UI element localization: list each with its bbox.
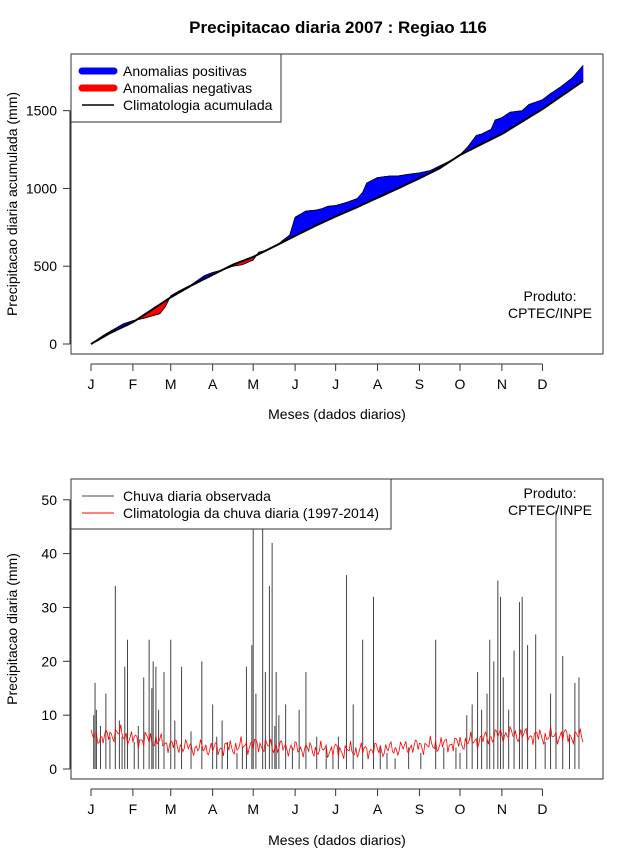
x-tick-label: M <box>165 801 177 817</box>
y-tick-label: 50 <box>41 492 57 508</box>
x-axis-label: Meses (dados diarios) <box>268 406 406 422</box>
x-tick-label: O <box>455 801 466 817</box>
legend: Chuva diaria observada Climatologia da c… <box>70 478 392 530</box>
y-tick-label: 20 <box>41 653 57 669</box>
x-tick-label: M <box>247 376 259 392</box>
x-tick-label: A <box>208 376 218 392</box>
anomaly-segment <box>581 64 584 83</box>
y-axis: 0 500 1000 1500 <box>26 103 71 352</box>
x-tick-label: J <box>332 376 339 392</box>
y-tick-label: 1500 <box>26 103 57 119</box>
y-tick-label: 40 <box>41 546 57 562</box>
x-tick-label: F <box>129 801 138 817</box>
x-tick-label: S <box>415 801 424 817</box>
daily-bars <box>93 510 580 769</box>
x-tick-label: D <box>537 376 547 392</box>
x-tick-label: A <box>208 801 218 817</box>
y-tick-label: 10 <box>41 707 57 723</box>
legend-label-negative: Anomalias negativas <box>123 80 252 96</box>
x-tick-label: J <box>88 376 95 392</box>
x-tick-label: J <box>292 801 299 817</box>
x-tick-label: F <box>129 376 138 392</box>
product-source: CPTEC/INPE <box>508 305 592 321</box>
series-lines <box>90 65 584 345</box>
product-source: CPTEC/INPE <box>508 502 592 518</box>
x-tick-label: N <box>497 376 507 392</box>
daily-chart: 0 10 20 30 40 50 J F M A M J J A S O N D Meses (dados di… <box>4 478 604 848</box>
x-tick-label: O <box>455 376 466 392</box>
x-tick-label: J <box>88 801 95 817</box>
plot-frame <box>70 53 604 355</box>
y-tick-label: 500 <box>34 258 58 274</box>
x-tick-label: A <box>373 376 383 392</box>
observed-cumulative-line <box>90 65 584 345</box>
legend-box <box>70 478 392 530</box>
climatology-line-group <box>90 724 584 760</box>
y-tick-label: 30 <box>41 599 57 615</box>
x-tick-label: J <box>292 376 299 392</box>
daily-climatology-line <box>90 724 584 760</box>
product-label: Produto: <box>524 288 577 304</box>
x-tick-label: M <box>247 801 259 817</box>
y-axis-label: Precipitacao diaria (mm) <box>4 553 20 705</box>
cumulative-chart: 0 500 1000 1500 J F M A M J J A S O N D Meses (dados d… <box>4 53 604 422</box>
y-axis: 0 10 20 30 40 50 <box>41 492 71 777</box>
x-tick-label: J <box>332 801 339 817</box>
y-tick-label: 0 <box>49 336 57 352</box>
legend-label-observed: Chuva diaria observada <box>123 488 271 504</box>
figure-title: Precipitacao diaria 2007 : Regiao 116 <box>189 18 487 37</box>
legend-label-daily-climatology: Climatologia da chuva diaria (1997-2014) <box>123 505 379 521</box>
y-tick-label: 0 <box>49 761 57 777</box>
y-tick-label: 1000 <box>26 180 57 196</box>
x-tick-label: S <box>415 376 424 392</box>
climatology-cumulative-line <box>90 80 584 345</box>
x-tick-label: M <box>165 376 177 392</box>
x-tick-label: N <box>497 801 507 817</box>
x-tick-label: A <box>373 801 383 817</box>
legend-label-positive: Anomalias positivas <box>123 63 247 79</box>
x-tick-label: D <box>537 801 547 817</box>
legend-label-climatology: Climatologia acumulada <box>123 97 273 113</box>
legend: Anomalias positivas Anomalias negativas … <box>70 53 282 123</box>
product-label: Produto: <box>524 485 577 501</box>
y-axis-label: Precipitacao diaria acumulada (mm) <box>4 92 20 316</box>
x-axis-label: Meses (dados diarios) <box>268 832 406 848</box>
